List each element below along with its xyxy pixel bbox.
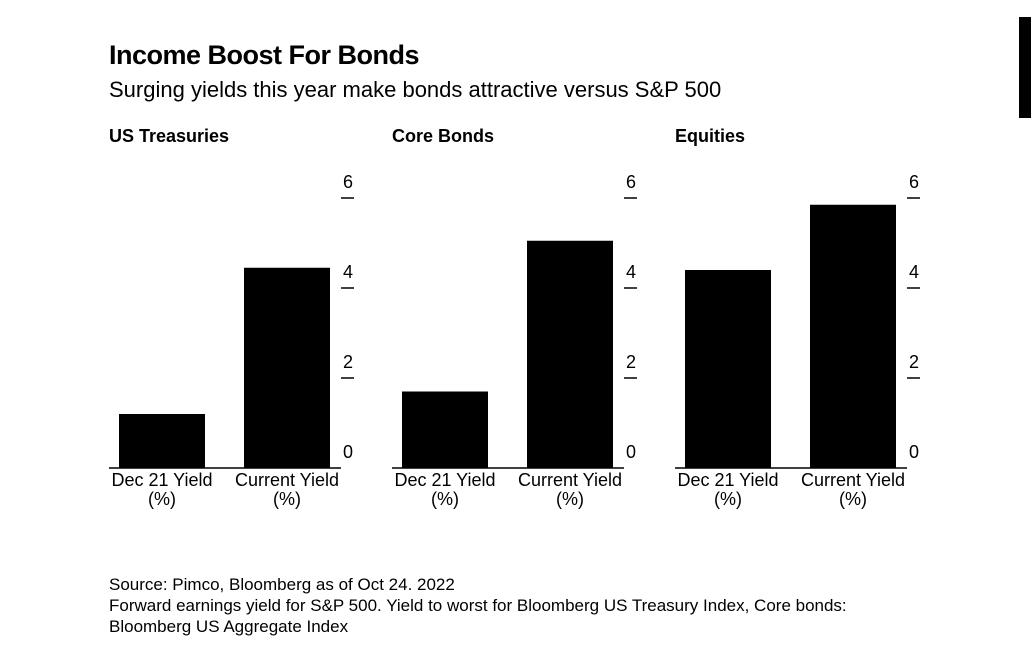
panel-title: Equities: [675, 126, 746, 146]
x-tick-label: Current Yield: [801, 470, 905, 490]
y-tick-label: 0: [626, 442, 636, 462]
x-tick-label: Current Yield: [518, 470, 622, 490]
bar: [244, 267, 330, 468]
x-tick-label: (%): [839, 489, 867, 509]
y-tick-label: 4: [626, 262, 636, 282]
x-tick-label: Dec 21 Yield: [111, 470, 212, 490]
y-tick-label: 2: [909, 352, 919, 372]
brand-bar: [1019, 17, 1031, 118]
source-note: Source: Pimco, Bloomberg as of Oct 24. 2…: [109, 575, 455, 594]
x-tick-label: (%): [431, 489, 459, 509]
panel-title: US Treasuries: [109, 126, 230, 146]
footer-notes: Source: Pimco, Bloomberg as of Oct 24. 2…: [109, 574, 847, 637]
bar: [119, 414, 205, 468]
chart-title: Income Boost For Bonds: [109, 40, 420, 70]
bar: [810, 204, 896, 468]
x-tick-label: Dec 21 Yield: [394, 470, 495, 490]
y-tick-label: 6: [626, 172, 636, 192]
bar: [527, 240, 613, 468]
y-tick-label: 6: [343, 172, 353, 192]
y-tick-label: 6: [909, 172, 919, 192]
x-tick-label: Current Yield: [235, 470, 339, 490]
y-tick-label: 0: [343, 442, 353, 462]
panel-core-bonds: Core Bonds Dec 21 Yield (%) Current Yield(…: [392, 124, 652, 524]
bar: [685, 270, 771, 468]
x-tick-label: (%): [273, 489, 301, 509]
y-tick-label: 4: [909, 262, 919, 282]
chart-subtitle: Surging yields this year make bonds attr…: [109, 77, 722, 102]
panel-title: Core Bonds: [392, 126, 495, 146]
x-tick-label: (%): [148, 489, 176, 509]
methodology-note: Bloomberg US Aggregate Index: [109, 617, 349, 636]
y-tick-label: 2: [343, 352, 353, 372]
x-tick-label: Dec 21 Yield: [677, 470, 778, 490]
x-tick-label: (%): [714, 489, 742, 509]
bar: [402, 391, 488, 468]
y-tick-label: 2: [626, 352, 636, 372]
panel-equities: Equities Dec 21 Yield (%) Current Yield (%)…: [675, 124, 935, 524]
y-tick-label: 4: [343, 262, 353, 282]
methodology-note: Forward earnings yield for S&P 500. Yiel…: [109, 596, 847, 615]
y-tick-label: 0: [909, 442, 919, 462]
x-tick-label: (%): [556, 489, 584, 509]
panel-us-treasuries: US Treasuries Dec 21 Yield (%) Current Yie…: [109, 124, 369, 524]
